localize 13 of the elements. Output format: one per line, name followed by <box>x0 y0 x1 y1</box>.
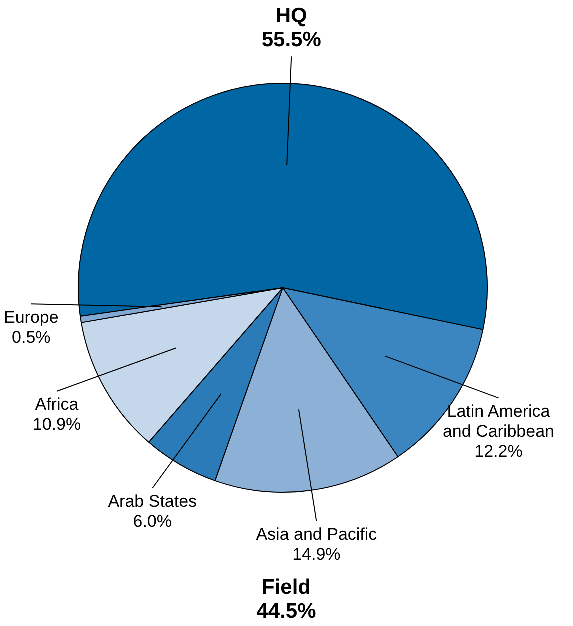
slice-label: Latin America and Caribbean <box>442 402 555 441</box>
data-label: 6.0% <box>133 512 172 532</box>
slice-label: Europe <box>4 308 59 327</box>
slice-label: Africa <box>35 395 80 414</box>
slice-label: Asia and Pacific <box>256 524 378 544</box>
data-label: 14.9% <box>292 544 341 564</box>
text: Field 44.5% <box>256 576 317 623</box>
slice-label: Arab States <box>108 492 198 512</box>
data-label: 0.5% <box>12 328 51 347</box>
data-label: 10.9% <box>32 415 82 434</box>
data-label: 55.5% <box>262 28 322 52</box>
slice-label: HQ <box>276 4 308 28</box>
data-label: 12.2% <box>474 442 523 461</box>
